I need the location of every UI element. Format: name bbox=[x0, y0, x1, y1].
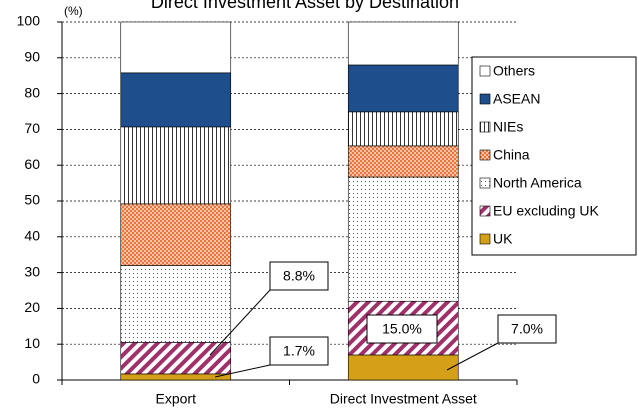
legend-label: ASEAN bbox=[493, 91, 540, 107]
callout-line bbox=[209, 289, 271, 356]
legend-swatch bbox=[479, 149, 491, 161]
bar-segment bbox=[120, 373, 232, 381]
y-tick-label: 30 bbox=[24, 263, 40, 279]
label-box bbox=[366, 314, 438, 344]
y-tick-label: 40 bbox=[24, 228, 40, 244]
legend-swatch bbox=[479, 233, 491, 245]
bar-segment bbox=[347, 111, 459, 147]
legend-label: China bbox=[493, 147, 530, 163]
bar-segment bbox=[120, 342, 232, 375]
callout-line bbox=[446, 342, 499, 371]
bar-segment bbox=[347, 145, 459, 178]
y-axis-label: (%) bbox=[64, 4, 83, 18]
label-box bbox=[269, 261, 329, 291]
label-box bbox=[497, 314, 557, 344]
bar-segment bbox=[120, 21, 232, 74]
legend-swatch bbox=[479, 205, 491, 217]
x-tick-label: Export bbox=[156, 391, 197, 407]
legend-label: North America bbox=[493, 175, 582, 191]
data-label: 1.7% bbox=[283, 343, 315, 359]
y-tick-label: 70 bbox=[24, 120, 40, 136]
legend-label: Others bbox=[493, 63, 535, 79]
y-tick-label: 100 bbox=[17, 13, 41, 29]
legend-swatch bbox=[479, 65, 491, 77]
bar-segment bbox=[120, 126, 232, 205]
data-label: 15.0% bbox=[382, 321, 422, 337]
bar-segment bbox=[120, 203, 232, 266]
chart-title: Direct Investment Asset by Destination bbox=[151, 0, 459, 12]
y-tick-label: 90 bbox=[24, 49, 40, 65]
legend-label: UK bbox=[493, 231, 513, 247]
legend-label: NIEs bbox=[493, 119, 523, 135]
bar-segment bbox=[120, 72, 232, 128]
callout-line bbox=[214, 364, 271, 378]
bar-segment bbox=[120, 265, 232, 343]
x-tick-label: Direct Investment Asset bbox=[330, 391, 477, 407]
legend-label: EU excluding UK bbox=[493, 203, 599, 219]
bar-segment bbox=[347, 176, 459, 302]
y-tick-label: 50 bbox=[24, 192, 40, 208]
legend-swatch bbox=[479, 93, 491, 105]
data-label: 7.0% bbox=[511, 321, 543, 337]
bar-segment bbox=[347, 21, 459, 66]
data-label: 8.8% bbox=[283, 268, 315, 284]
bar-segment bbox=[347, 64, 459, 113]
y-tick-label: 10 bbox=[24, 335, 40, 351]
legend-swatch bbox=[479, 121, 491, 133]
legend-box bbox=[471, 56, 637, 256]
label-box bbox=[269, 336, 329, 366]
y-tick-label: 0 bbox=[32, 371, 40, 387]
legend-swatch bbox=[479, 177, 491, 189]
y-tick-label: 60 bbox=[24, 156, 40, 172]
y-tick-label: 80 bbox=[24, 84, 40, 100]
y-tick-label: 20 bbox=[24, 299, 40, 315]
bar-segment bbox=[347, 354, 459, 381]
